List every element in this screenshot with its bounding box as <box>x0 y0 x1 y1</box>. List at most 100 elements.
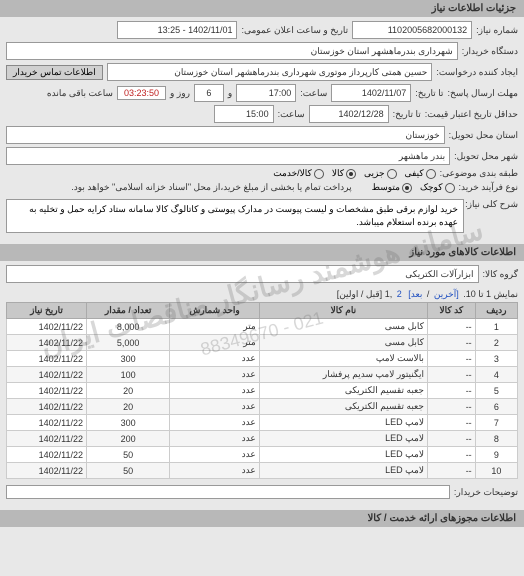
radio-label-kiyfi: کیفی <box>405 168 424 179</box>
table-cell: -- <box>427 335 475 351</box>
th-code: کد کالا <box>427 303 475 319</box>
field-ostan: خوزستان <box>6 126 445 144</box>
table-cell: 1402/11/22 <box>7 367 87 383</box>
table-cell: لامپ LED <box>259 431 427 447</box>
table-cell: 1402/11/22 <box>7 319 87 335</box>
radio-dot-icon <box>426 169 436 179</box>
table-cell: 1402/11/22 <box>7 351 87 367</box>
radio-khadamat[interactable]: کالا/خدمت <box>273 168 324 179</box>
radio-kiyfi[interactable]: کیفی <box>405 168 436 179</box>
table-cell: عدد <box>170 351 259 367</box>
th-qty: تعداد / مقدار <box>87 303 170 319</box>
table-cell: 1402/11/22 <box>7 383 87 399</box>
label-baghy: ساعت باقی مانده <box>47 88 113 99</box>
table-cell: 200 <box>87 431 170 447</box>
table-cell: جعبه تقسیم الکتریکی <box>259 399 427 415</box>
table-cell: 300 <box>87 351 170 367</box>
pager-last[interactable]: [آخرین <box>434 289 459 299</box>
radio-kala[interactable]: کالا <box>332 168 356 179</box>
label-saat: ساعت: <box>300 88 327 99</box>
countdown-timer: 03:23:50 <box>117 86 166 100</box>
label-va: و <box>228 88 232 99</box>
radio-motavaset[interactable]: متوسط <box>372 182 412 193</box>
field-etebar-saat: 15:00 <box>214 105 274 123</box>
pardakht-note: پرداخت تمام یا بخشی از مبلغ خرید،از محل … <box>71 182 351 193</box>
table-cell: عدد <box>170 399 259 415</box>
th-name: نام کالا <box>259 303 427 319</box>
radio-jozi[interactable]: جزیی <box>364 168 397 179</box>
row-tozihaat: توضیحات خریدار: <box>6 485 518 499</box>
contact-info-button[interactable]: اطلاعات تماس خریدار <box>6 65 103 80</box>
table-cell: عدد <box>170 367 259 383</box>
label-tabaghe: طبقه بندی موضوعی: <box>440 168 518 179</box>
items-table: ردیف کد کالا نام کالا واحد شمارش تعداد /… <box>6 302 518 479</box>
pager-text: نمایش 1 تا 10. <box>463 289 518 299</box>
table-cell: 50 <box>87 447 170 463</box>
table-cell: 5 <box>475 383 517 399</box>
field-tarikh-elan: 1402/11/01 - 13:25 <box>117 21 237 39</box>
section-header-kala: اطلاعات کالاهای مورد نیاز <box>0 244 524 261</box>
table-cell: 3 <box>475 351 517 367</box>
radio-label-jozi: جزیی <box>364 168 385 179</box>
row-ostan: استان محل تحویل: خوزستان <box>6 126 518 144</box>
table-cell: 2 <box>475 335 517 351</box>
label-etebar-saat: ساعت: <box>278 109 305 120</box>
field-etebar-tarikh: 1402/12/28 <box>309 105 389 123</box>
table-row: 2--کابل مسیمتر5,0001402/11/22 <box>7 335 518 351</box>
row-mohlat: مهلت ارسال پاسخ: تا تاریخ: 1402/11/07 سا… <box>6 84 518 102</box>
table-cell: 1402/11/22 <box>7 431 87 447</box>
label-tarikh-elan: تاریخ و ساعت اعلان عمومی: <box>241 25 348 36</box>
table-wrap: نمایش 1 تا 10. [آخرین / بعد] 2 ,1 [قبل /… <box>6 287 518 479</box>
radio-label-motavaset: متوسط <box>372 182 400 193</box>
table-cell: 20 <box>87 383 170 399</box>
row-darkhast: ایجاد کننده درخواست: حسین همتی کارپرداز … <box>6 63 518 81</box>
radio-dot-icon <box>445 183 455 193</box>
table-cell: -- <box>427 399 475 415</box>
table-cell: 5,000 <box>87 335 170 351</box>
label-darkhast: ایجاد کننده درخواست: <box>436 67 518 78</box>
pager-p2[interactable]: 2 <box>397 289 402 299</box>
label-shomare: شماره نیاز: <box>476 25 518 36</box>
label-tozihaat: توضیحات خریدار: <box>454 487 518 498</box>
radio-label-kala: کالا <box>332 168 344 179</box>
radio-label-khadamat: کالا/خدمت <box>273 168 312 179</box>
table-cell: -- <box>427 463 475 479</box>
label-ta-tarikh: تا تاریخ: <box>415 88 443 99</box>
table-cell: کابل مسی <box>259 319 427 335</box>
table-cell: عدد <box>170 383 259 399</box>
row-sharh: شرح کلی نیاز: خرید لوازم برقی طبق مشخصات… <box>6 199 518 233</box>
table-cell: 50 <box>87 463 170 479</box>
label-etebar: حداقل تاریخ اعتبار قیمت: <box>425 109 518 120</box>
table-cell: -- <box>427 319 475 335</box>
table-cell: عدد <box>170 463 259 479</box>
label-rooz-va: روز و <box>170 88 190 99</box>
row-etebar: حداقل تاریخ اعتبار قیمت: تا تاریخ: 1402/… <box>6 105 518 123</box>
table-cell: لامپ LED <box>259 463 427 479</box>
pager-first-prev: [قبل / اولین] <box>337 289 383 299</box>
pager-next[interactable]: بعد] <box>408 289 422 299</box>
table-row: 1--کابل مسیمتر8,0001402/11/22 <box>7 319 518 335</box>
label-sharh: شرح کلی نیاز: <box>468 199 518 210</box>
radio-kuchak[interactable]: کوچک <box>420 182 455 193</box>
label-ostan: استان محل تحویل: <box>449 130 518 141</box>
field-kharidar: شهرداری بندرماهشهر استان خوزستان <box>6 42 458 60</box>
table-header-row: ردیف کد کالا نام کالا واحد شمارش تعداد /… <box>7 303 518 319</box>
table-row: 10--لامپ LEDعدد501402/11/22 <box>7 463 518 479</box>
field-shahr: بندر ماهشهر <box>6 147 450 165</box>
row-farayand: نوع فرآیند خرید: کوچک متوسط پرداخت تمام … <box>6 182 518 193</box>
th-unit: واحد شمارش <box>170 303 259 319</box>
label-etebar-ta: تا تاریخ: <box>393 109 421 120</box>
radio-group-tabaghe: کیفی جزیی کالا کالا/خدمت <box>273 168 435 179</box>
radio-dot-icon <box>387 169 397 179</box>
table-cell: 10 <box>475 463 517 479</box>
table-row: 5--جعبه تقسیم الکتریکیعدد201402/11/22 <box>7 383 518 399</box>
mojavez-body <box>0 527 524 547</box>
table-cell: 7 <box>475 415 517 431</box>
table-cell: -- <box>427 447 475 463</box>
table-cell: 8,000 <box>87 319 170 335</box>
label-kharidar: دستگاه خریدار: <box>462 46 518 57</box>
table-cell: -- <box>427 367 475 383</box>
table-cell: عدد <box>170 431 259 447</box>
field-rooz: 6 <box>194 84 224 102</box>
section-header-mojavez: اطلاعات مجوزهای ارائه خدمت / کالا <box>0 510 524 527</box>
